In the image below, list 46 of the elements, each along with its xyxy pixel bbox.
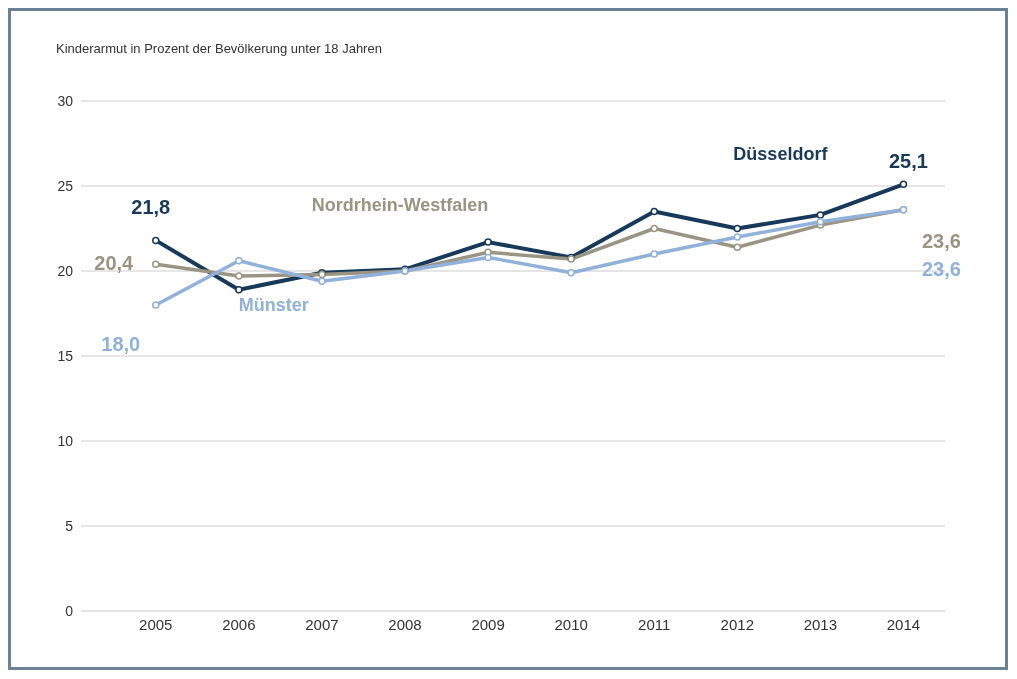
y-tick-label: 20: [57, 262, 74, 279]
point: [733, 243, 742, 251]
x-tick-label: 2011: [638, 615, 671, 633]
data-label: 20,4: [94, 252, 135, 275]
data-label: 18,0: [101, 333, 141, 355]
series-label: Nordrhein-Westfalen: [311, 195, 489, 215]
x-tick-label: 2012: [720, 615, 754, 633]
y-tick-label: 5: [65, 517, 74, 534]
point: [235, 272, 243, 280]
x-tick-label: 2006: [222, 615, 256, 633]
point: [318, 277, 326, 285]
point: [235, 285, 243, 294]
y-tick-label: 15: [57, 347, 74, 364]
x-tick-label: 2010: [554, 615, 588, 633]
point: [899, 180, 908, 189]
data-label: 21,8: [131, 196, 171, 219]
point: [733, 224, 742, 233]
point: [152, 260, 160, 268]
point: [650, 224, 658, 233]
data-label: 25,1: [888, 150, 928, 173]
x-tick-label: 2013: [803, 615, 838, 633]
y-tick-label: 30: [57, 92, 74, 109]
point: [650, 250, 658, 258]
point: [152, 301, 160, 309]
y-tick-label: 10: [57, 432, 74, 449]
x-tick-label: 2007: [305, 615, 339, 633]
point: [567, 268, 575, 277]
text: Düsseldorf: [733, 143, 829, 164]
data-label: 23,6: [921, 229, 961, 252]
chart-title: Kinderarmut in Prozent der Bevölkerung unter 18 Jahren: [56, 41, 382, 56]
point: [816, 211, 825, 219]
point: [816, 217, 825, 226]
series-label: Münster: [238, 294, 309, 315]
point: [235, 257, 243, 265]
point: [733, 233, 742, 241]
point: [152, 236, 160, 245]
x-tick-label: 2009: [471, 615, 505, 633]
x-tick-label: 2014: [886, 615, 921, 633]
data-label: 23,6: [921, 257, 961, 280]
y-tick-label: 0: [65, 602, 74, 619]
x-tick-label: 2008: [388, 615, 422, 633]
point: [484, 238, 492, 246]
point: [484, 253, 492, 262]
x-tick-label: 2005: [139, 615, 173, 633]
point: [650, 207, 658, 216]
y-tick-label: 25: [57, 177, 74, 194]
